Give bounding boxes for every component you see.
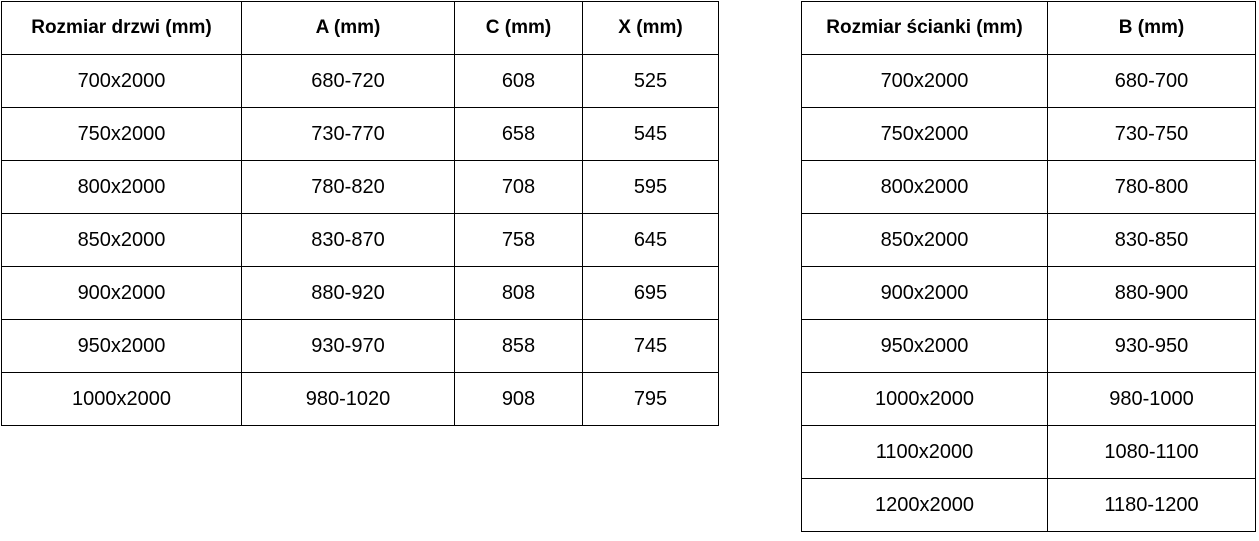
table-cell: 858 — [454, 319, 583, 373]
table-cell: 1080-1100 — [1047, 425, 1256, 479]
table-cell: 850x2000 — [1, 213, 242, 267]
table-cell: 730-770 — [241, 107, 455, 161]
table-cell: 1180-1200 — [1047, 478, 1256, 532]
table-row: 1000x2000 980-1020 908 795 — [1, 372, 719, 426]
table-cell: 908 — [454, 372, 583, 426]
table-row: 800x2000 780-820 708 595 — [1, 160, 719, 214]
table-cell: 745 — [582, 319, 719, 373]
column-header-x: X (mm) — [582, 1, 719, 55]
table-row: 700x2000 680-720 608 525 — [1, 54, 719, 108]
table-row: 850x2000 830-870 758 645 — [1, 213, 719, 267]
table-cell: 850x2000 — [801, 213, 1048, 267]
table-cell: 730-750 — [1047, 107, 1256, 161]
table-cell: 1200x2000 — [801, 478, 1048, 532]
table-cell: 808 — [454, 266, 583, 320]
table-cell: 1100x2000 — [801, 425, 1048, 479]
table-cell: 900x2000 — [1, 266, 242, 320]
table-cell: 758 — [454, 213, 583, 267]
table-cell: 950x2000 — [801, 319, 1048, 373]
table-cell: 930-950 — [1047, 319, 1256, 373]
table-cell: 880-900 — [1047, 266, 1256, 320]
table-cell: 645 — [582, 213, 719, 267]
table-cell: 708 — [454, 160, 583, 214]
column-header-b: B (mm) — [1047, 1, 1256, 55]
table-row: 850x2000 830-850 — [801, 213, 1256, 267]
table-cell: 700x2000 — [801, 54, 1048, 108]
column-header-wall-size: Rozmiar ścianki (mm) — [801, 1, 1048, 55]
table-cell: 930-970 — [241, 319, 455, 373]
table-cell: 780-800 — [1047, 160, 1256, 214]
column-header-door-size: Rozmiar drzwi (mm) — [1, 1, 242, 55]
column-header-a: A (mm) — [241, 1, 455, 55]
table-cell: 830-870 — [241, 213, 455, 267]
table-cell: 680-720 — [241, 54, 455, 108]
table-cell: 695 — [582, 266, 719, 320]
table-cell: 980-1020 — [241, 372, 455, 426]
table-cell: 795 — [582, 372, 719, 426]
table-cell: 525 — [582, 54, 719, 108]
table-row: 750x2000 730-750 — [801, 107, 1256, 161]
table-cell: 545 — [582, 107, 719, 161]
table-cell: 608 — [454, 54, 583, 108]
table-row: 900x2000 880-900 — [801, 266, 1256, 320]
table-cell: 750x2000 — [801, 107, 1048, 161]
table-cell: 680-700 — [1047, 54, 1256, 108]
door-sizes-table-body: 700x2000 680-720 608 525 750x2000 730-770 658 5… — [1, 54, 719, 426]
table-row: 900x2000 880-920 808 695 — [1, 266, 719, 320]
table-row: 950x2000 930-950 — [801, 319, 1256, 373]
table-row: 750x2000 730-770 658 545 — [1, 107, 719, 161]
table-header-row: Rozmiar drzwi (mm) A (mm) C (mm) X (mm) — [1, 1, 719, 55]
door-sizes-table: Rozmiar drzwi (mm) A (mm) C (mm) X (mm) … — [1, 1, 719, 426]
table-cell: 980-1000 — [1047, 372, 1256, 426]
table-row: 950x2000 930-970 858 745 — [1, 319, 719, 373]
table-cell: 900x2000 — [801, 266, 1048, 320]
table-header-row: Rozmiar ścianki (mm) B (mm) — [801, 1, 1256, 55]
table-cell: 880-920 — [241, 266, 455, 320]
table-cell: 1000x2000 — [801, 372, 1048, 426]
table-cell: 800x2000 — [801, 160, 1048, 214]
table-cell: 780-820 — [241, 160, 455, 214]
table-cell: 658 — [454, 107, 583, 161]
table-cell: 950x2000 — [1, 319, 242, 373]
table-cell: 830-850 — [1047, 213, 1256, 267]
wall-sizes-table-body: 700x2000 680-700 750x2000 730-750 800x2000 78… — [801, 54, 1256, 532]
table-cell: 1000x2000 — [1, 372, 242, 426]
table-row: 1200x2000 1180-1200 — [801, 478, 1256, 532]
table-cell: 595 — [582, 160, 719, 214]
table-row: 700x2000 680-700 — [801, 54, 1256, 108]
table-row: 1100x2000 1080-1100 — [801, 425, 1256, 479]
table-cell: 750x2000 — [1, 107, 242, 161]
column-header-c: C (mm) — [454, 1, 583, 55]
table-row: 1000x2000 980-1000 — [801, 372, 1256, 426]
table-cell: 800x2000 — [1, 160, 242, 214]
table-row: 800x2000 780-800 — [801, 160, 1256, 214]
table-cell: 700x2000 — [1, 54, 242, 108]
wall-sizes-table: Rozmiar ścianki (mm) B (mm) 700x2000 680-… — [801, 1, 1256, 532]
